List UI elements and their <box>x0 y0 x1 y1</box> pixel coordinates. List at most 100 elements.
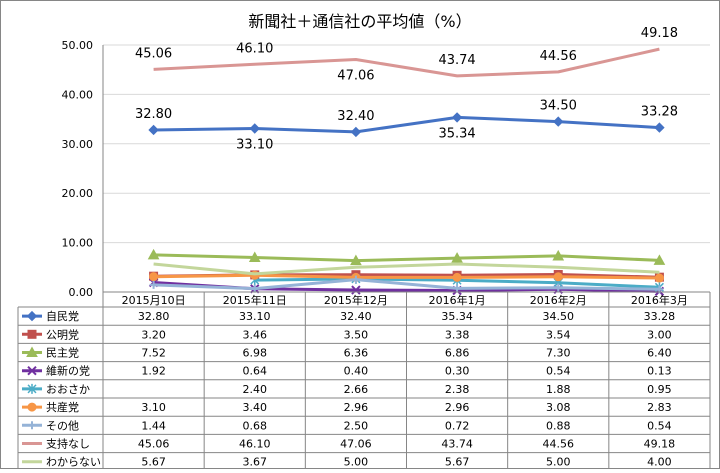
data-point <box>249 123 260 134</box>
data-point <box>553 116 564 127</box>
table-cell: 1.88 <box>546 383 571 396</box>
legend-entry: その他 <box>46 419 79 432</box>
y-axis-ticks: 0.00 10.00 20.00 30.00 40.00 50.00 <box>62 39 94 299</box>
series-line <box>153 273 660 280</box>
legend-key <box>22 460 42 464</box>
table-cell: 0.40 <box>344 365 369 378</box>
table-cell: 0.30 <box>445 365 470 378</box>
legend-entry: 維新の党 <box>46 364 90 378</box>
table-cell: 3.40 <box>243 401 268 414</box>
data-point <box>554 283 563 292</box>
legend-entry: わからない <box>46 456 101 469</box>
table-cell: 0.68 <box>243 419 268 432</box>
series-line <box>153 47 660 78</box>
data-point <box>27 329 37 339</box>
table-cell: 1.92 <box>141 365 166 378</box>
table-cell: 2.83 <box>647 401 672 414</box>
table-cell: 6.98 <box>243 347 268 360</box>
table-cell: 1.44 <box>141 419 166 432</box>
series-line <box>153 278 660 291</box>
data-label: 33.28 <box>641 105 678 120</box>
table-cell: 4.00 <box>647 456 672 469</box>
x-category-label: 2016年3月 <box>631 293 688 307</box>
data-point <box>350 126 362 138</box>
data-point <box>552 249 565 261</box>
x-category-label: 2015年11日 <box>223 293 287 307</box>
y-tick-label: 20.00 <box>62 187 94 200</box>
series-共産党 <box>149 270 664 283</box>
legend-entry: おおさか <box>46 383 90 396</box>
table-cell: 7.52 <box>141 347 166 360</box>
data-point <box>653 254 666 265</box>
data-point <box>27 402 37 412</box>
table-cell: 0.13 <box>647 365 672 378</box>
table-cell: 2.96 <box>344 401 369 414</box>
series-line <box>153 115 660 134</box>
data-point <box>27 365 37 376</box>
x-category-label: 2015月10日 <box>122 294 186 307</box>
data-point <box>351 275 360 284</box>
table-cell: 3.08 <box>546 401 571 414</box>
table-cell: 6.86 <box>445 347 470 360</box>
data-point <box>250 284 259 293</box>
data-point <box>451 252 463 263</box>
chart-title: 新聞社＋通信社の平均値（%） <box>248 12 471 31</box>
table-cell: 5.67 <box>141 456 166 469</box>
table-cell: 32.80 <box>138 310 170 323</box>
table-cell: 5.00 <box>546 456 571 469</box>
table-cell: 7.30 <box>546 347 571 360</box>
data-label: 32.80 <box>135 107 172 122</box>
data-point <box>149 272 159 282</box>
data-point <box>248 251 261 263</box>
data-point <box>350 254 362 266</box>
table-cell: 45.06 <box>138 438 170 451</box>
table-cell: 0.54 <box>647 419 672 432</box>
series-line <box>153 262 660 276</box>
y-tick-label: 30.00 <box>62 138 94 151</box>
legend-entry: 共産党 <box>46 401 79 414</box>
table-cell: 3.46 <box>243 328 268 341</box>
data-labels: 32.80 33.10 32.40 35.34 34.50 33.28 45.06 46.10… <box>135 26 678 152</box>
data-point <box>453 284 462 293</box>
table-cell: 46.10 <box>239 438 271 451</box>
table-cell: 3.67 <box>243 456 268 469</box>
table-cell: 5.67 <box>445 456 470 469</box>
table-cell: 0.88 <box>546 419 571 432</box>
table-cell: 34.50 <box>543 310 575 323</box>
x-category-label: 2016年2月 <box>530 293 587 307</box>
data-point <box>351 285 361 295</box>
series-layer <box>147 47 666 297</box>
data-point <box>27 383 37 394</box>
y-tick-label: 50.00 <box>62 39 94 52</box>
legend-key <box>22 346 42 357</box>
table-cell: 2.66 <box>344 383 369 396</box>
series-line <box>153 253 660 263</box>
series-支持なし <box>153 47 660 78</box>
table-cell: 3.38 <box>445 328 470 341</box>
table-cell: 2.96 <box>445 401 470 414</box>
data-point <box>26 310 38 322</box>
data-label: 46.10 <box>236 41 273 56</box>
data-label: 44.56 <box>540 49 577 64</box>
table-cell: 49.18 <box>644 438 676 451</box>
table-cell: 3.20 <box>141 328 166 341</box>
table-cell: 3.50 <box>344 328 369 341</box>
y-tick-label: 40.00 <box>62 88 94 101</box>
table-cell: 0.54 <box>546 365 571 378</box>
data-label: 32.40 <box>337 109 374 124</box>
table-cell: 5.00 <box>344 456 369 469</box>
table-cell: 0.64 <box>243 365 268 378</box>
y-tick-label: 0.00 <box>69 286 94 299</box>
table-cell: 0.95 <box>647 383 672 396</box>
legend-key <box>22 402 42 412</box>
series-自民党 <box>148 112 665 138</box>
legend-key <box>22 421 42 430</box>
table-cell: 0.72 <box>445 419 470 432</box>
data-point <box>451 112 463 123</box>
data-label: 47.06 <box>337 69 374 84</box>
table-cell: 6.40 <box>647 347 672 360</box>
table-cell: 35.34 <box>441 310 473 323</box>
